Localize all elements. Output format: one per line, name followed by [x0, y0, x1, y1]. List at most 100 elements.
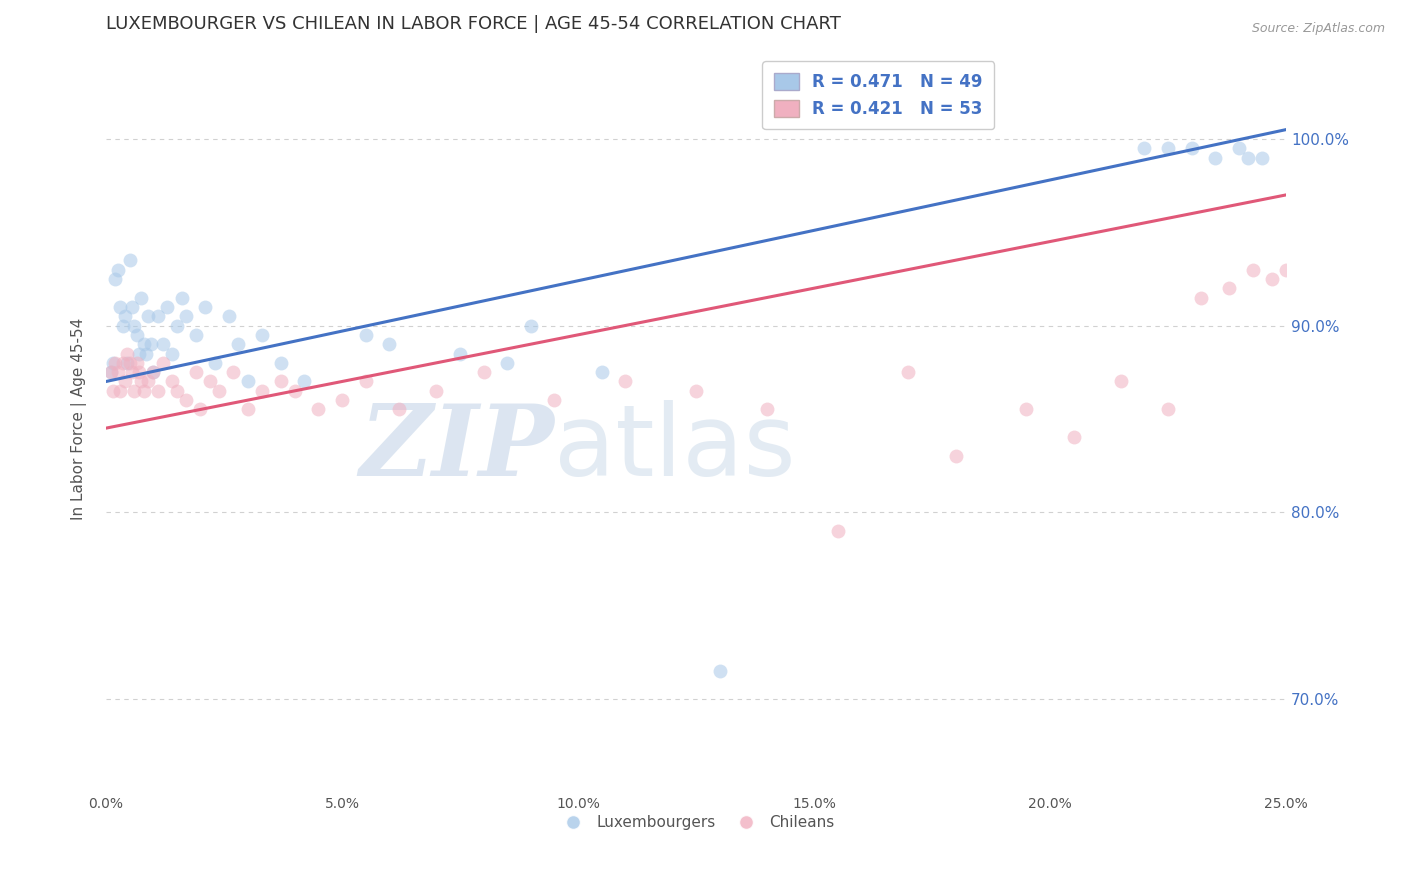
Point — [1218, 281, 1240, 295]
Point — [472, 365, 495, 379]
Point — [1189, 291, 1212, 305]
Legend: Luxembourgers, Chileans: Luxembourgers, Chileans — [551, 809, 841, 837]
Point — [139, 337, 162, 351]
Point — [184, 327, 207, 342]
Point — [945, 449, 967, 463]
Text: ZIP: ZIP — [360, 401, 554, 497]
Point — [292, 375, 315, 389]
Point — [108, 384, 131, 398]
Point — [111, 318, 134, 333]
Point — [101, 384, 124, 398]
Point — [236, 402, 259, 417]
Point — [685, 384, 707, 398]
Point — [284, 384, 307, 398]
Point — [115, 346, 138, 360]
Point — [190, 402, 212, 417]
Point — [1251, 151, 1274, 165]
Point — [520, 318, 543, 333]
Point — [152, 356, 174, 370]
Point — [101, 356, 124, 370]
Point — [1015, 402, 1038, 417]
Point — [1241, 262, 1264, 277]
Point — [1237, 151, 1260, 165]
Point — [194, 300, 217, 314]
Point — [174, 393, 197, 408]
Point — [142, 365, 165, 379]
Point — [125, 356, 148, 370]
Point — [160, 375, 183, 389]
Y-axis label: In Labor Force | Age 45-54: In Labor Force | Age 45-54 — [72, 318, 87, 520]
Point — [121, 365, 143, 379]
Point — [124, 318, 146, 333]
Point — [128, 346, 150, 360]
Point — [755, 402, 778, 417]
Point — [156, 300, 179, 314]
Point — [146, 384, 169, 398]
Point — [146, 309, 169, 323]
Point — [1157, 402, 1180, 417]
Point — [270, 356, 292, 370]
Point — [1133, 141, 1156, 155]
Point — [1157, 141, 1180, 155]
Point — [166, 384, 188, 398]
Point — [115, 356, 138, 370]
Point — [111, 356, 134, 370]
Point — [709, 664, 731, 678]
Point — [208, 384, 231, 398]
Point — [170, 291, 193, 305]
Point — [128, 365, 150, 379]
Point — [100, 365, 122, 379]
Point — [118, 253, 141, 268]
Point — [118, 356, 141, 370]
Point — [204, 356, 226, 370]
Point — [250, 384, 273, 398]
Point — [121, 300, 143, 314]
Point — [1109, 375, 1132, 389]
Point — [124, 384, 146, 398]
Point — [132, 337, 155, 351]
Point — [354, 375, 377, 389]
Point — [160, 346, 183, 360]
Point — [198, 375, 221, 389]
Point — [1063, 430, 1085, 444]
Point — [307, 402, 329, 417]
Point — [897, 365, 920, 379]
Point — [226, 337, 249, 351]
Point — [107, 365, 129, 379]
Point — [108, 300, 131, 314]
Point — [1261, 272, 1284, 286]
Point — [425, 384, 447, 398]
Point — [614, 375, 637, 389]
Point — [100, 365, 122, 379]
Point — [114, 309, 136, 323]
Point — [1275, 262, 1298, 277]
Point — [131, 375, 153, 389]
Point — [152, 337, 174, 351]
Point — [184, 365, 207, 379]
Point — [591, 365, 613, 379]
Point — [138, 375, 160, 389]
Point — [131, 291, 153, 305]
Point — [135, 346, 157, 360]
Point — [330, 393, 353, 408]
Point — [138, 309, 160, 323]
Point — [1227, 141, 1250, 155]
Point — [378, 337, 401, 351]
Point — [104, 272, 127, 286]
Point — [107, 262, 129, 277]
Point — [250, 327, 273, 342]
Point — [236, 375, 259, 389]
Point — [166, 318, 188, 333]
Point — [114, 375, 136, 389]
Point — [222, 365, 245, 379]
Point — [1180, 141, 1202, 155]
Point — [827, 524, 849, 538]
Point — [218, 309, 240, 323]
Point — [543, 393, 565, 408]
Point — [270, 375, 292, 389]
Point — [174, 309, 197, 323]
Text: atlas: atlas — [554, 401, 796, 497]
Point — [1204, 151, 1226, 165]
Point — [449, 346, 471, 360]
Point — [125, 327, 148, 342]
